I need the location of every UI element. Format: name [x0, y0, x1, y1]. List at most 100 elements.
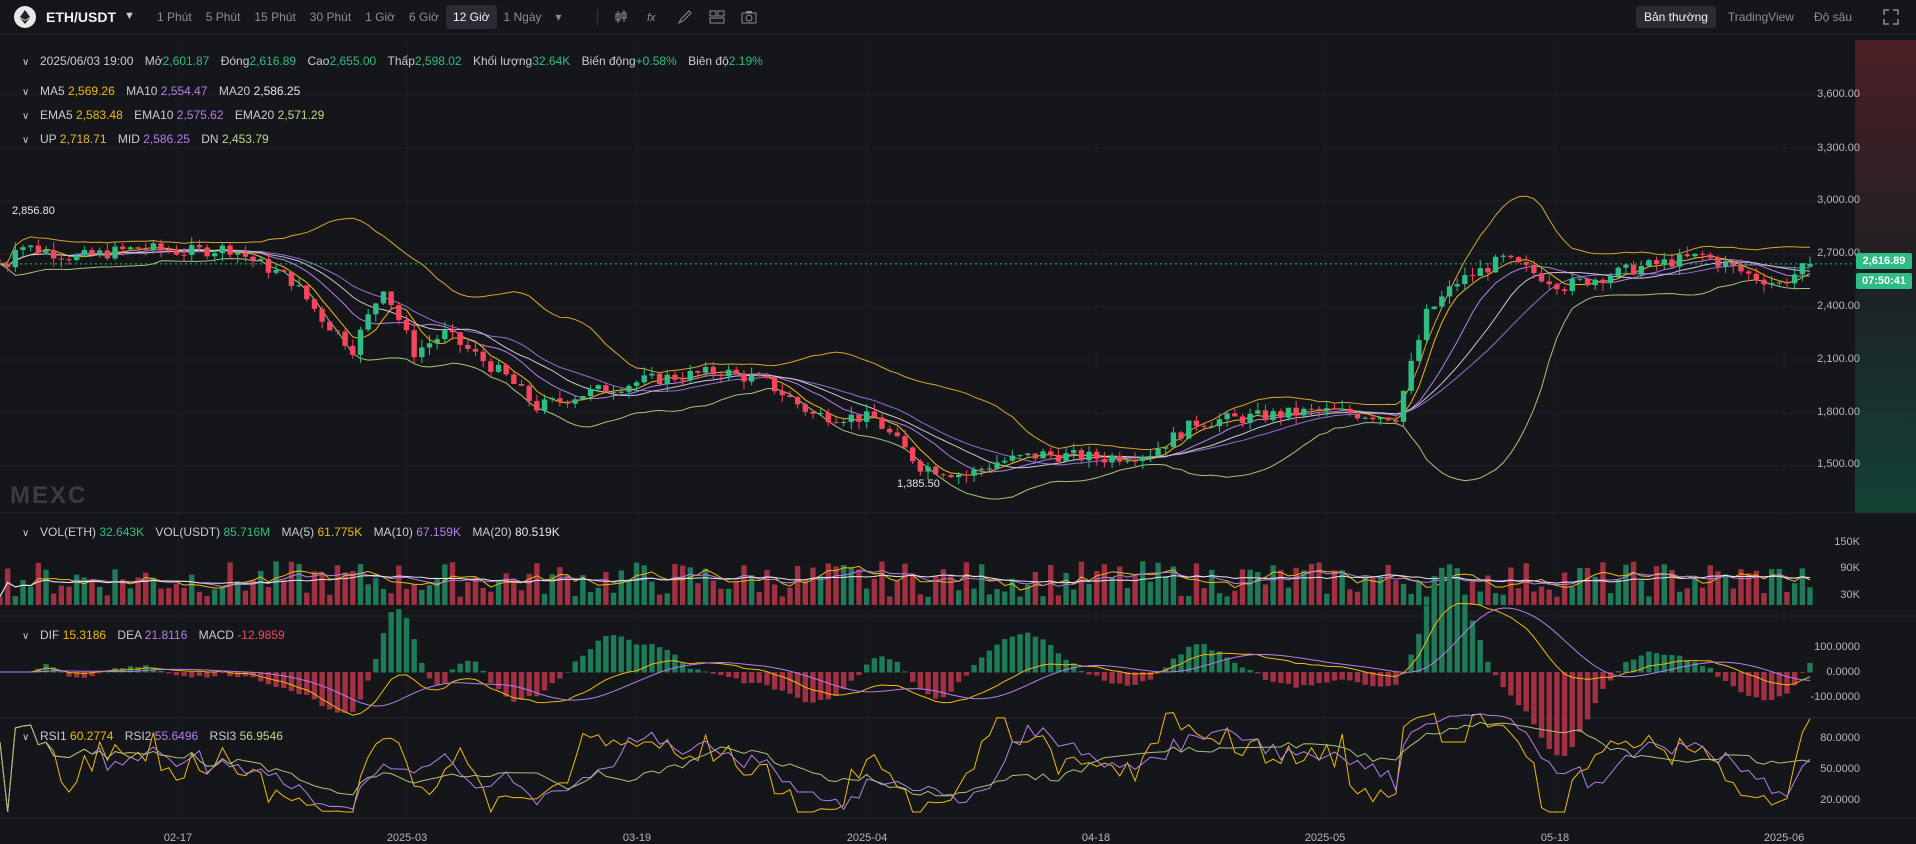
rsi2-value: 55.6496 [154, 729, 199, 743]
interval-dropdown-icon[interactable]: ▾ [555, 10, 562, 24]
volume-bar [702, 568, 709, 605]
camera-icon[interactable] [740, 8, 758, 26]
candle-body [1738, 265, 1744, 272]
collapse-chevron-icon[interactable]: ∨ [22, 135, 30, 146]
interval-3[interactable]: 30 Phút [309, 10, 352, 24]
interval-6[interactable]: 12 Giờ [445, 5, 497, 29]
candle-body [541, 399, 548, 411]
candle-body [1699, 253, 1706, 255]
macd-histogram-bar [1393, 672, 1399, 685]
rsi1-label: RSI1 [40, 729, 67, 743]
view-option-2[interactable]: Độ sâu [1813, 10, 1852, 24]
candle-body [1117, 455, 1123, 462]
candle-body [633, 382, 640, 386]
collapse-chevron-icon[interactable]: ∨ [22, 87, 30, 98]
candle-body [725, 369, 732, 377]
macd-histogram-bar [419, 662, 425, 673]
dea-value: 21.8116 [144, 628, 188, 642]
macd-histogram-bar [196, 672, 203, 676]
interval-2[interactable]: 15 Phút [254, 10, 296, 24]
macd-histogram-bar [1239, 667, 1246, 673]
collapse-chevron-icon[interactable]: ∨ [22, 57, 30, 68]
ma20-line [0, 250, 1811, 466]
candle-body [4, 263, 11, 268]
volume-bar [1193, 563, 1200, 605]
volume-bar [840, 564, 847, 605]
candle-body [1017, 455, 1023, 457]
candle-body [1431, 306, 1437, 309]
collapse-chevron-icon[interactable]: ∨ [22, 631, 30, 642]
collapse-chevron-icon[interactable]: ∨ [22, 528, 30, 539]
macd-histogram-bar [1784, 672, 1790, 694]
volume-bar [74, 574, 80, 605]
macd-histogram-bar [1592, 672, 1598, 704]
macd-histogram-bar [81, 672, 88, 678]
macd-histogram-bar [1301, 672, 1307, 686]
indicator-icon[interactable]: fx [644, 8, 662, 26]
pair-dropdown-icon[interactable]: ▼ [124, 10, 135, 22]
candle-body [304, 285, 310, 300]
macd-histogram-bar [756, 672, 762, 683]
candle-body [357, 329, 364, 355]
view-option-0[interactable]: Bản thường [1635, 6, 1716, 28]
collapse-chevron-icon[interactable]: ∨ [22, 111, 30, 122]
indicator-axis-label: -100.0000 [1810, 691, 1860, 703]
macd-histogram-bar [748, 672, 755, 683]
macd-histogram-bar [1216, 651, 1223, 673]
macd-histogram-bar [51, 667, 57, 673]
layout-icon[interactable] [708, 8, 726, 26]
fullscreen-icon[interactable] [1882, 8, 1900, 26]
interval-7[interactable]: 1 Ngày [503, 10, 542, 24]
macd-histogram-bar [1546, 672, 1552, 750]
candle-type-icon[interactable] [612, 8, 630, 26]
macd-histogram-bar [1140, 672, 1146, 682]
interval-1[interactable]: 5 Phút [205, 10, 241, 24]
macd-histogram-bar [595, 640, 601, 673]
view-mode-selector: Bản thường TradingView Độ sâu [1635, 6, 1860, 28]
candle-body [886, 428, 893, 433]
volume-bar [1538, 586, 1545, 605]
collapse-chevron-icon[interactable]: ∨ [22, 732, 30, 743]
macd-histogram-bar [1623, 661, 1629, 673]
candle-body [1232, 413, 1238, 417]
candle-body [702, 366, 709, 373]
candle-body [281, 270, 287, 272]
time-axis-label: 05-18 [1540, 832, 1570, 844]
ma10-label: MA10 [126, 84, 158, 98]
volume-bar [1163, 576, 1169, 605]
macd-histogram-bar [1262, 672, 1269, 680]
volume-bar [1032, 571, 1039, 605]
macd-histogram-bar [557, 672, 563, 679]
candle-body [695, 371, 701, 373]
volume-bar [932, 576, 939, 605]
candle-body [112, 246, 118, 259]
candle-body [434, 339, 440, 344]
macd-histogram-bar [135, 667, 141, 673]
macd-histogram-bar [1600, 672, 1606, 689]
candle-body [1224, 413, 1230, 420]
candle-body [1508, 255, 1514, 258]
trading-pair[interactable]: ETH/USDT [46, 9, 116, 25]
draw-icon[interactable] [676, 8, 694, 26]
interval-0[interactable]: 1 Phút [157, 10, 192, 24]
candle-body [1124, 460, 1131, 462]
volume-bar [810, 567, 816, 605]
candle-body [817, 412, 824, 414]
time-axis-label: 2025-04 [846, 832, 888, 844]
macd-histogram-bar [1692, 661, 1698, 673]
candle-body [227, 245, 233, 255]
interval-4[interactable]: 1 Giờ [365, 10, 396, 24]
candle-body [526, 385, 532, 401]
candle-body [449, 329, 456, 333]
vol-usdt-label: VOL(USDT) [155, 525, 221, 539]
volume-bar [1209, 569, 1215, 605]
macd-histogram-bar [104, 671, 111, 673]
candle-body [480, 351, 486, 362]
view-option-1[interactable]: TradingView [1727, 10, 1794, 24]
volume-bar [979, 564, 985, 605]
macd-histogram-bar [764, 672, 770, 686]
indicator-axis-label: 90K [1840, 562, 1860, 574]
interval-5[interactable]: 6 Giờ [409, 10, 439, 24]
candle-body [534, 400, 540, 411]
